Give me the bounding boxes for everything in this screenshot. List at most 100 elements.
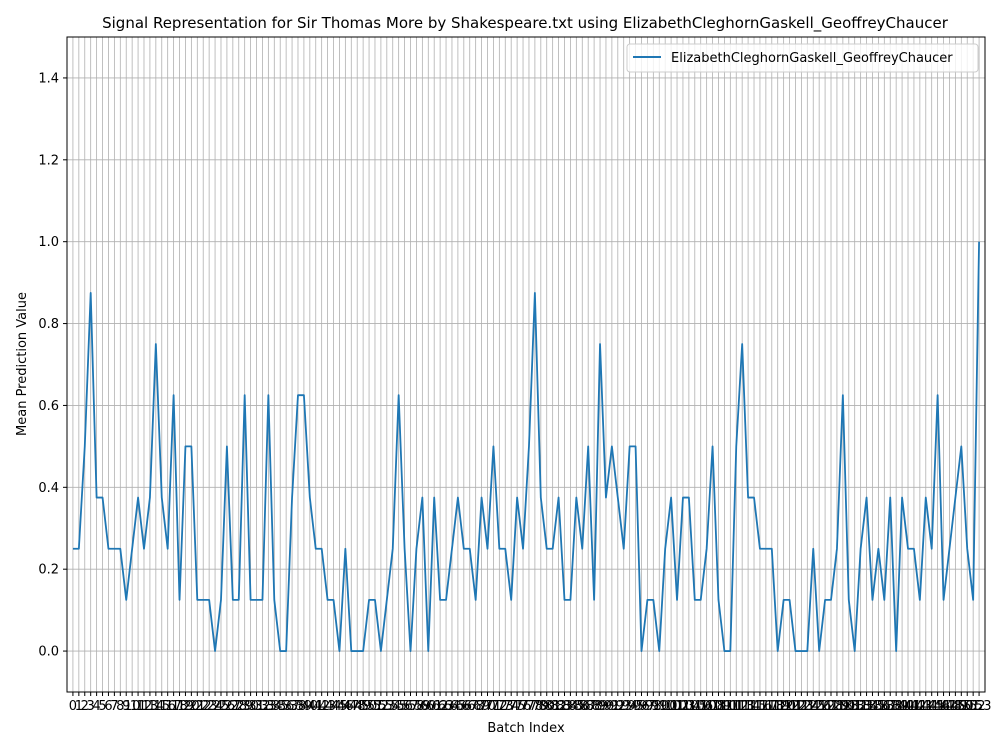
x-tick-label: 153: [967, 699, 992, 714]
x-tick-label: 138: [878, 699, 903, 714]
x-tick-label: 18: [171, 699, 188, 714]
x-tick-label: 119: [765, 699, 790, 714]
x-tick-label: 121: [777, 699, 802, 714]
x-tick-label: 147: [931, 699, 956, 714]
x-tick-label: 44: [325, 699, 342, 714]
x-tick-label: 1: [75, 699, 83, 714]
x-tick-label: 83: [556, 699, 573, 714]
x-axis-label: Batch Index: [487, 721, 565, 736]
x-tick-label: 144: [913, 699, 938, 714]
x-tick-label: 107: [694, 699, 719, 714]
x-tick-label: 12: [136, 699, 153, 714]
x-tick-label: 59: [414, 699, 431, 714]
x-tick-label: 123: [789, 699, 814, 714]
x-tick-label: 61: [426, 699, 443, 714]
x-tick-label: 66: [456, 699, 473, 714]
x-tick-label: 92: [610, 699, 627, 714]
x-tick-label: 117: [753, 699, 778, 714]
x-tick-label: 70: [479, 699, 496, 714]
x-tick-label: 93: [615, 699, 632, 714]
x-tick-label: 124: [795, 699, 820, 714]
x-tick-label: 101: [659, 699, 684, 714]
x-tick-label: 99: [651, 699, 668, 714]
y-tick-label: 0.2: [38, 563, 59, 578]
x-tick-label: 118: [759, 699, 784, 714]
x-tick-label: 108: [700, 699, 725, 714]
x-tick-label: 48: [349, 699, 366, 714]
x-tick-label: 65: [450, 699, 467, 714]
x-tick-label: 50: [361, 699, 378, 714]
x-tick-label: 54: [384, 699, 401, 714]
x-tick-label: 39: [296, 699, 313, 714]
x-tick-label: 53: [379, 699, 396, 714]
x-tick-label: 96: [633, 699, 650, 714]
x-tick-label: 129: [825, 699, 850, 714]
x-tick-label: 9: [122, 699, 130, 714]
x-tick-label: 51: [367, 699, 384, 714]
x-tick-label: 47: [343, 699, 360, 714]
x-tick-label: 17: [165, 699, 182, 714]
x-tick-label: 90: [598, 699, 615, 714]
x-tick-label: 2: [81, 699, 89, 714]
x-tick-label: 135: [860, 699, 885, 714]
x-tick-label: 32: [254, 699, 271, 714]
x-tick-label: 33: [260, 699, 277, 714]
x-tick-label: 91: [604, 699, 621, 714]
x-tick-label: 41: [307, 699, 324, 714]
x-tick-label: 71: [485, 699, 502, 714]
x-tick-label: 16: [159, 699, 176, 714]
x-tick-label: 11: [130, 699, 147, 714]
x-tick-label: 35: [272, 699, 289, 714]
x-tick-label: 113: [730, 699, 755, 714]
x-tick-label: 142: [902, 699, 927, 714]
x-tick-label: 134: [854, 699, 879, 714]
x-tick-label: 5: [98, 699, 106, 714]
x-tick-label: 128: [819, 699, 844, 714]
x-tick-label: 37: [284, 699, 301, 714]
x-tick-label: 8: [116, 699, 124, 714]
x-tick-label: 143: [907, 699, 932, 714]
x-tick-label: 78: [527, 699, 544, 714]
x-tick-label: 140: [890, 699, 915, 714]
y-tick-label: 1.0: [38, 235, 59, 250]
x-tick-label: 20: [183, 699, 200, 714]
x-tick-label: 131: [836, 699, 861, 714]
x-tick-label: 76: [515, 699, 532, 714]
y-tick-label: 0.6: [38, 399, 59, 414]
x-tick-label: 22: [195, 699, 212, 714]
x-tick-label: 98: [645, 699, 662, 714]
x-tick-label: 75: [509, 699, 526, 714]
x-tick-label: 111: [718, 699, 743, 714]
x-tick-label: 100: [653, 699, 678, 714]
x-tick-label: 84: [562, 699, 579, 714]
x-tick-label: 31: [248, 699, 265, 714]
x-tick-label: 97: [639, 699, 656, 714]
x-tick-label: 64: [444, 699, 461, 714]
x-tick-label: 24: [207, 699, 224, 714]
x-tick-label: 87: [580, 699, 597, 714]
x-tick-label: 141: [896, 699, 921, 714]
legend-label: ElizabethCleghornGaskell_GeoffreyChaucer: [671, 51, 953, 66]
x-tick-label: 45: [331, 699, 348, 714]
x-tick-label: 116: [748, 699, 773, 714]
series-layer: [72, 241, 980, 652]
x-tick-label: 26: [219, 699, 236, 714]
x-tick-label: 57: [402, 699, 419, 714]
x-tick-label: 19: [177, 699, 194, 714]
x-tick-label: 150: [949, 699, 974, 714]
x-tick-label: 103: [671, 699, 696, 714]
series-line: [72, 241, 980, 652]
x-tick-label: 21: [189, 699, 206, 714]
x-tick-label: 15: [153, 699, 170, 714]
x-tick-label: 80: [538, 699, 555, 714]
y-ticks: 0.0 0.2 0.4 0.6 0.8 1.0 1.2 1.4: [38, 71, 67, 660]
x-tick-label: 62: [432, 699, 449, 714]
x-tick-label: 139: [884, 699, 909, 714]
x-tick-label: 7: [110, 699, 118, 714]
x-tick-label: 86: [574, 699, 591, 714]
x-tick-label: 46: [337, 699, 354, 714]
x-tick-label: 67: [461, 699, 478, 714]
x-tick-label: 95: [627, 699, 644, 714]
x-tick-label: 152: [961, 699, 986, 714]
x-tick-label: 109: [706, 699, 731, 714]
